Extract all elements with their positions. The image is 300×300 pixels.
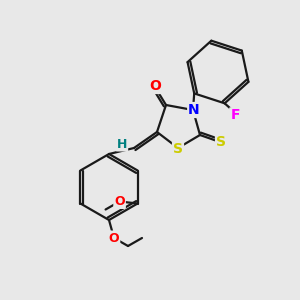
Text: S: S	[173, 142, 183, 156]
Text: N: N	[188, 103, 200, 117]
Text: O: O	[149, 79, 161, 93]
Text: S: S	[216, 135, 226, 149]
Text: H: H	[117, 137, 127, 151]
Text: O: O	[109, 232, 119, 244]
Text: O: O	[114, 195, 125, 208]
Text: F: F	[230, 108, 240, 122]
